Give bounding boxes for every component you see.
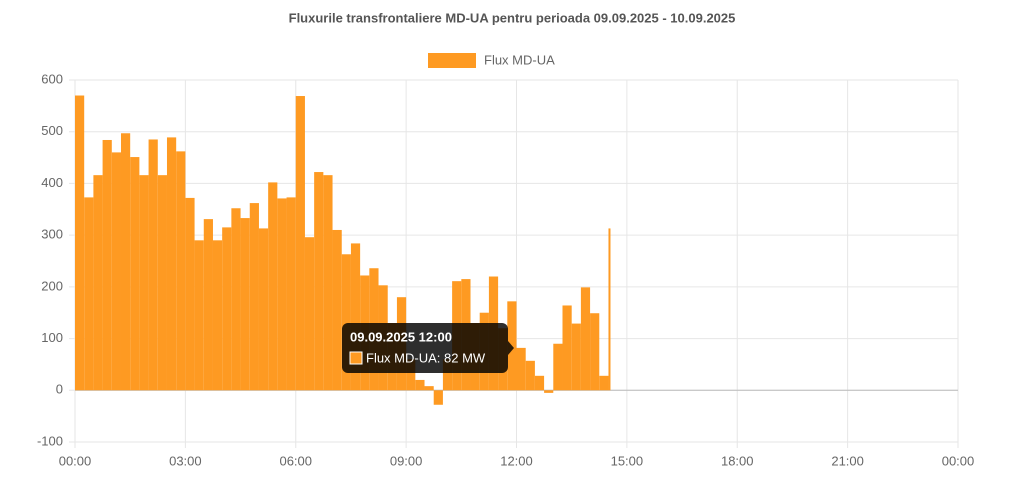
bar [120,133,131,391]
y-tick-label: 0 [56,382,63,397]
tooltip-caret [508,341,514,355]
bar [323,175,333,391]
bar [231,208,241,391]
y-tick-label: 600 [41,71,63,86]
bar [571,323,581,391]
bar [203,219,213,391]
bar [516,347,526,391]
bar [608,228,611,391]
bar [277,198,287,391]
bar [442,359,453,391]
bar [139,175,149,391]
bar [590,313,600,391]
bar [258,228,269,391]
y-tick-label: 500 [41,123,63,138]
bar [341,254,351,391]
bar [304,237,315,391]
bar [580,287,591,391]
bar [314,172,324,391]
bar [433,390,443,405]
bar [415,379,425,391]
y-tick-label: 400 [41,175,63,190]
bar [350,243,361,391]
bar [148,139,158,391]
bar [249,203,259,391]
bar [534,375,545,391]
x-tick-label: 00:00 [942,453,975,468]
chart-title: Fluxurile transfrontaliere MD-UA pentru … [289,10,736,25]
x-tick-label: 15:00 [611,453,644,468]
bar [84,197,94,391]
bar [185,197,195,391]
bar [102,139,112,391]
tooltip-title: 09.09.2025 12:00 [350,329,452,344]
x-tick-label: 12:00 [500,453,533,468]
x-tick-label: 18:00 [721,453,754,468]
bar [562,305,572,391]
y-tick-label: -100 [37,433,63,448]
tooltip-swatch [349,351,363,365]
bar [111,152,121,391]
bar [130,157,140,391]
axes: -100 0 100 200 300 400 500 600 00:00 03:00 06:00 09… [37,71,974,468]
legend-swatch[interactable] [428,53,476,68]
y-tick-label: 200 [41,278,63,293]
bar [544,390,554,393]
bar [332,229,342,391]
bar [240,218,250,391]
bar [166,137,177,391]
bar [268,182,278,391]
bar [75,95,85,391]
bar [525,360,535,391]
bar [406,359,416,391]
x-tick-label: 00:00 [59,453,92,468]
x-tick-label: 03:00 [169,453,202,468]
tooltip-box [342,323,508,373]
tooltip: 09.09.2025 12:00 Flux MD-UA: 82 MW [342,323,514,373]
bar [176,151,186,391]
bar [295,96,305,391]
y-tick-label: 300 [41,227,63,242]
x-tick-label: 09:00 [390,453,423,468]
bar [424,386,434,391]
x-tick-label: 21:00 [831,453,864,468]
bar [599,375,609,391]
bar [553,343,563,391]
x-tick-label: 06:00 [279,453,312,468]
tooltip-label: Flux MD-UA: 82 MW [366,350,486,365]
bar [212,240,223,391]
bar [222,227,232,391]
legend-label[interactable]: Flux MD-UA [484,52,555,67]
bar [286,197,296,391]
bar [93,175,103,391]
bar [194,240,204,391]
bar [157,175,167,391]
y-tick-label: 100 [41,330,63,345]
